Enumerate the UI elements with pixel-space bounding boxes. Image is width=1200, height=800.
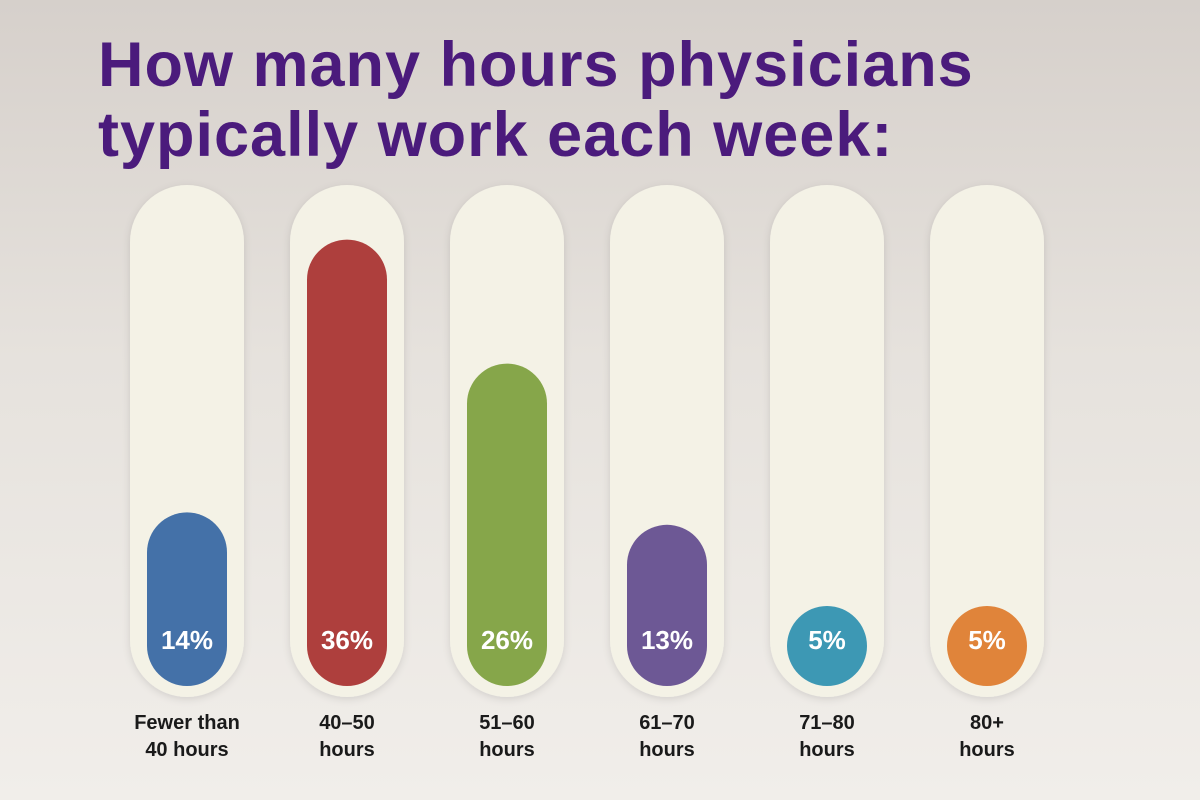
bar [627, 524, 707, 686]
bar [787, 606, 867, 686]
bar [467, 363, 547, 686]
category-label: 80+ hours [959, 712, 1015, 761]
bar [307, 239, 387, 686]
bar [147, 512, 227, 686]
value-label: 14% [161, 625, 213, 655]
bar-track [930, 185, 1044, 697]
bar-track [770, 185, 884, 697]
category-label: 51–60 hours [479, 712, 535, 761]
value-label: 36% [321, 625, 373, 655]
bar [947, 606, 1027, 686]
category-label: 40–50 hours [319, 712, 375, 761]
value-label: 5% [968, 625, 1006, 655]
value-label: 5% [808, 625, 846, 655]
value-label: 26% [481, 625, 533, 655]
category-label: 71–80 hours [799, 712, 855, 761]
category-label: 61–70 hours [639, 712, 695, 761]
value-label: 13% [641, 625, 693, 655]
chart-title: How many hours physicians typically work… [98, 30, 974, 170]
category-label: Fewer than 40 hours [134, 712, 240, 761]
